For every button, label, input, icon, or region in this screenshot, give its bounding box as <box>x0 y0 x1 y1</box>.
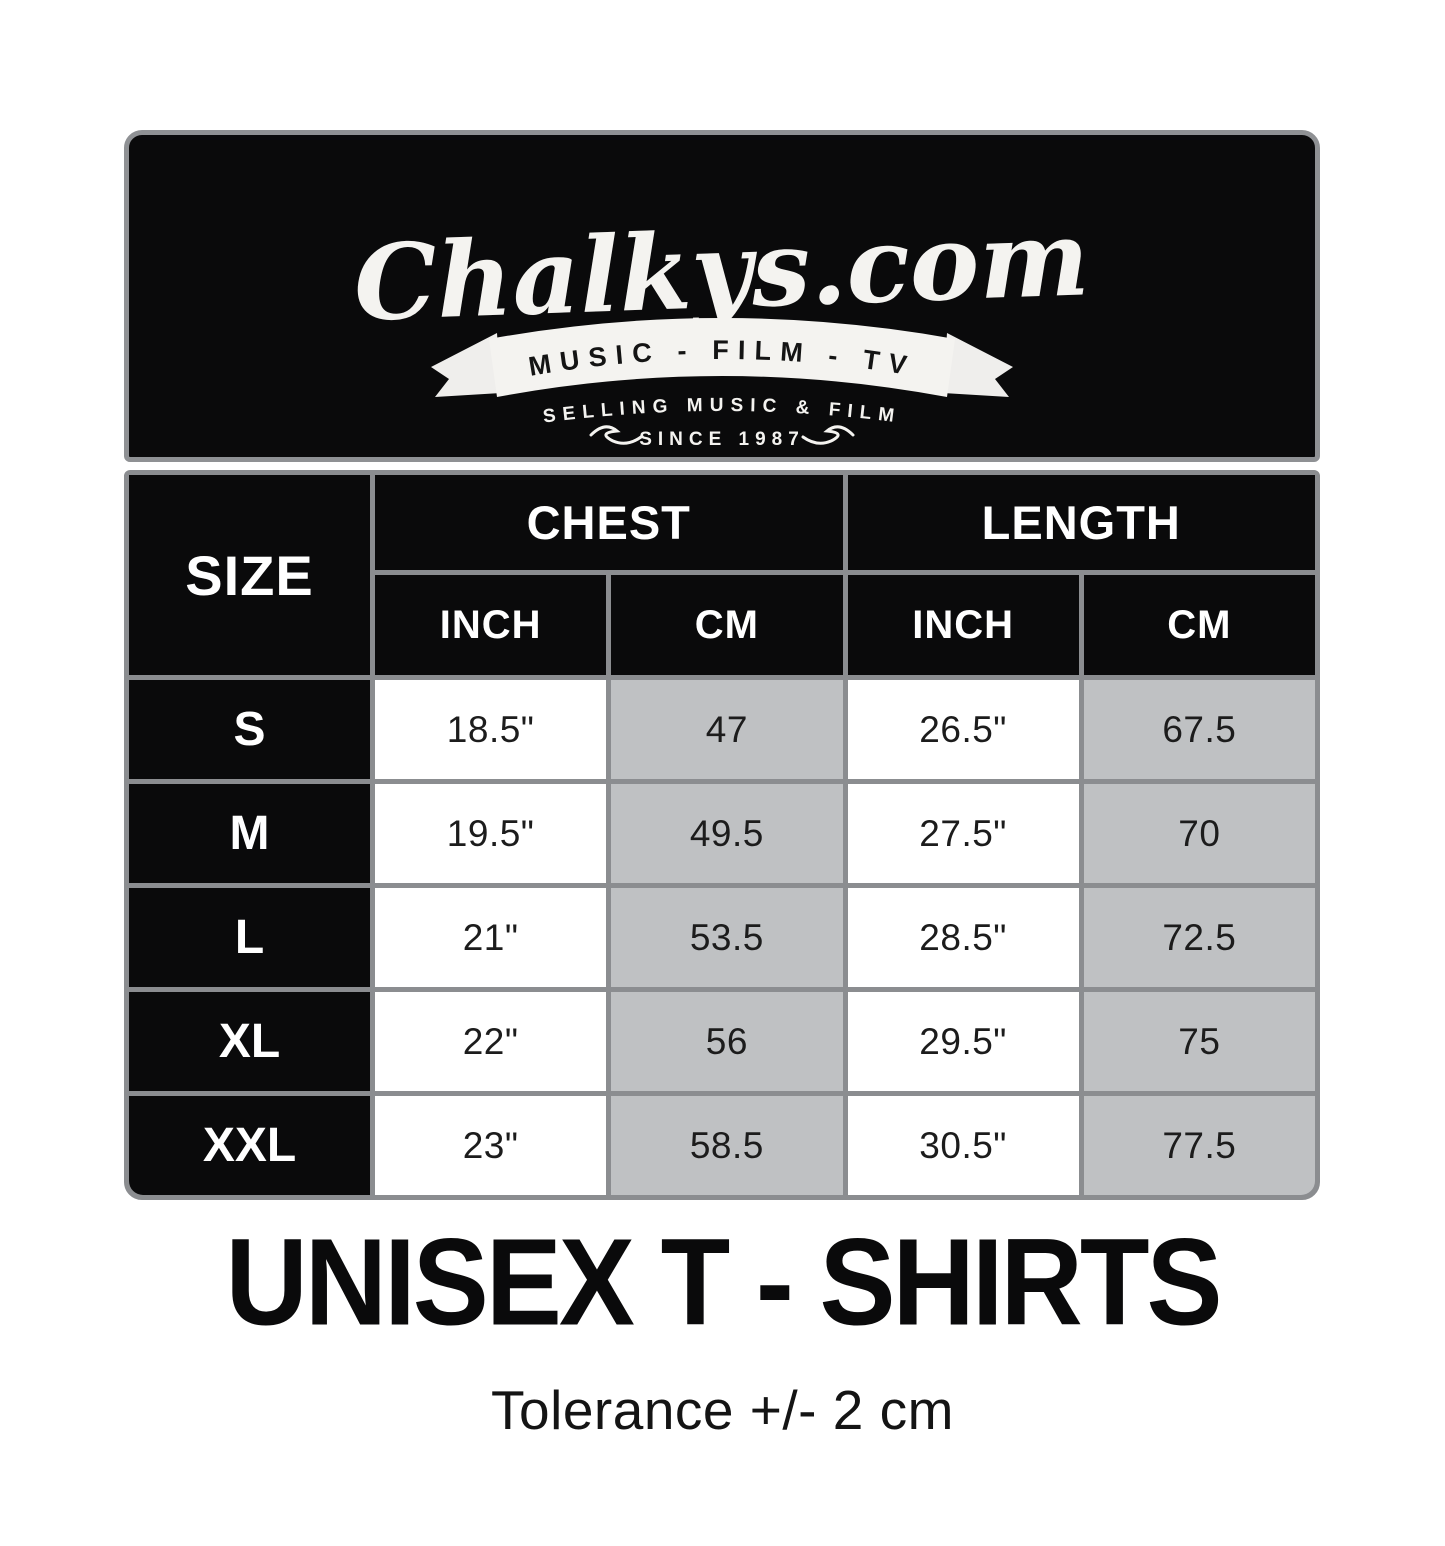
size-label-s: S <box>129 680 370 779</box>
chest-inch-value: 22" <box>375 992 607 1091</box>
svg-text:SELLING MUSIC & FILM: SELLING MUSIC & FILM <box>542 395 902 428</box>
length-cm-value: 67.5 <box>1083 680 1315 779</box>
chest-inch-value: 23" <box>375 1096 607 1195</box>
chest-cm-value: 49.5 <box>611 784 843 883</box>
right-flourish-icon <box>801 425 855 445</box>
chest-inch-value: 19.5" <box>375 784 607 883</box>
length-cm-value: 75 <box>1083 992 1315 1091</box>
size-label-xl: XL <box>129 992 370 1091</box>
length-group-header: LENGTH <box>847 475 1315 570</box>
length-cm-header: CM <box>1083 575 1315 675</box>
chest-cm-value: 53.5 <box>611 888 843 987</box>
chest-cm-value: 47 <box>611 680 843 779</box>
length-inch-value: 30.5" <box>847 1096 1079 1195</box>
length-cm-value: 70 <box>1083 784 1315 883</box>
length-cm-value: 77.5 <box>1083 1096 1315 1195</box>
size-label-m: M <box>129 784 370 883</box>
chest-inch-value: 18.5" <box>375 680 607 779</box>
size-table: SIZE CHEST LENGTH INCH CM INCH CM S 18.5… <box>124 470 1320 1200</box>
length-cm-value: 72.5 <box>1083 888 1315 987</box>
size-column-header: SIZE <box>129 475 370 675</box>
brand-logo-icon: Chalkys.com MUSIC - FILM - TV SEL <box>352 196 1091 450</box>
chest-group-header: CHEST <box>375 475 843 570</box>
since-text: SINCE 1987 <box>639 429 805 450</box>
tagline-text: SELLING MUSIC & FILM <box>542 395 895 428</box>
size-label-l: L <box>129 888 370 987</box>
size-label-xxl: XXL <box>129 1096 370 1195</box>
length-inch-value: 26.5" <box>847 680 1079 779</box>
brand-logo-panel: Chalkys.com MUSIC - FILM - TV SEL <box>124 130 1320 462</box>
chest-cm-header: CM <box>611 575 843 675</box>
since-row: SINCE 1987 <box>589 425 855 450</box>
chest-inch-header: INCH <box>375 575 607 675</box>
page-title: UNISEX T - SHIRTS <box>225 1214 1222 1352</box>
chest-inch-value: 21" <box>375 888 607 987</box>
length-inch-header: INCH <box>847 575 1079 675</box>
chest-cm-value: 56 <box>611 992 843 1091</box>
ribbon-banner-icon: MUSIC - FILM - TV <box>431 318 1013 397</box>
length-inch-value: 27.5" <box>847 784 1079 883</box>
length-inch-value: 28.5" <box>847 888 1079 987</box>
length-inch-value: 29.5" <box>847 992 1079 1091</box>
left-flourish-icon <box>589 425 643 445</box>
tolerance-note: Tolerance +/- 2 cm <box>491 1379 954 1441</box>
chest-cm-value: 58.5 <box>611 1096 843 1195</box>
